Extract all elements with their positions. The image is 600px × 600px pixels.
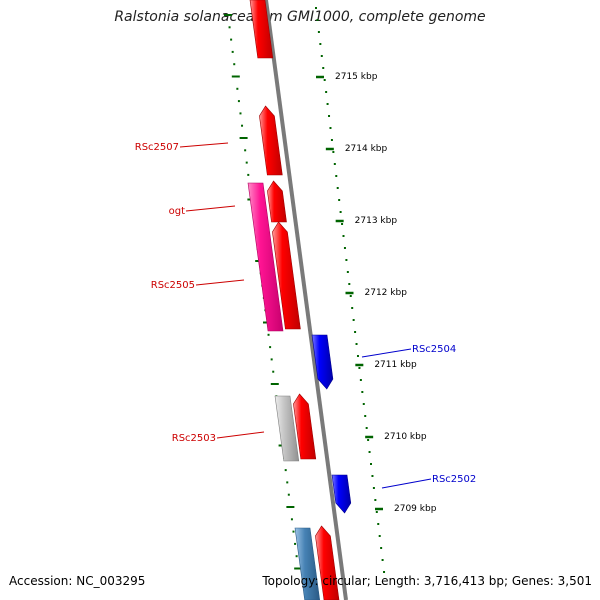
gene-label[interactable]: RSc2502 <box>432 474 476 485</box>
gene-label-leaders: RSc2507 ogt RSc2505 RSc2504 RSc2503 RSc2502 <box>135 142 476 489</box>
genome-summary-text: Topology: circular; Length: 3,716,413 bp… <box>262 574 592 588</box>
gene-feature-steelblue <box>294 527 321 600</box>
scale-tick-label: 2713 kbp <box>355 216 398 226</box>
genome-axis-line <box>264 0 348 600</box>
gene-label[interactable]: RSc2504 <box>412 344 456 355</box>
reverse-gene-feature <box>311 334 334 390</box>
gene-leader-line <box>185 205 236 212</box>
accession-text: Accession: NC_003295 <box>9 574 146 588</box>
forward-gene-feature <box>272 221 301 330</box>
gene-leader-line <box>216 431 265 439</box>
right-tick-ring <box>315 7 386 573</box>
forward-gene-feature <box>315 525 340 600</box>
map-title: Ralstonia solanacearum GMI1000, complete… <box>114 9 486 25</box>
scale-tick-label: 2715 kbp <box>335 72 378 82</box>
gene-leader-line <box>195 279 245 286</box>
scale-tick-label: 2709 kbp <box>394 504 437 514</box>
gene-features <box>247 0 352 600</box>
scale-tick-label: 2710 kbp <box>384 432 427 442</box>
forward-gene-feature <box>259 105 283 176</box>
gene-leader-line <box>179 142 229 148</box>
scale-tick-label: 2712 kbp <box>365 288 408 298</box>
forward-gene-feature <box>249 0 274 59</box>
gene-label[interactable]: ogt <box>169 206 185 217</box>
gene-label[interactable]: RSc2507 <box>135 142 179 153</box>
scale-tick-label: 2711 kbp <box>374 360 417 370</box>
forward-gene-feature <box>267 180 287 223</box>
forward-gene-feature <box>293 393 317 460</box>
scale-labels: 2715 kbp 2714 kbp 2713 kbp 2712 kbp 2711 kbp… <box>316 72 437 514</box>
gene-label[interactable]: RSc2503 <box>172 433 216 444</box>
reverse-gene-feature <box>331 474 352 514</box>
gene-leader-line <box>361 348 412 358</box>
gene-leader-line <box>381 478 432 489</box>
scale-tick-label: 2714 kbp <box>345 144 388 154</box>
rna-gene-feature <box>247 182 284 332</box>
gene-label[interactable]: RSc2505 <box>151 280 195 291</box>
pseudo-gene-feature <box>274 395 300 462</box>
